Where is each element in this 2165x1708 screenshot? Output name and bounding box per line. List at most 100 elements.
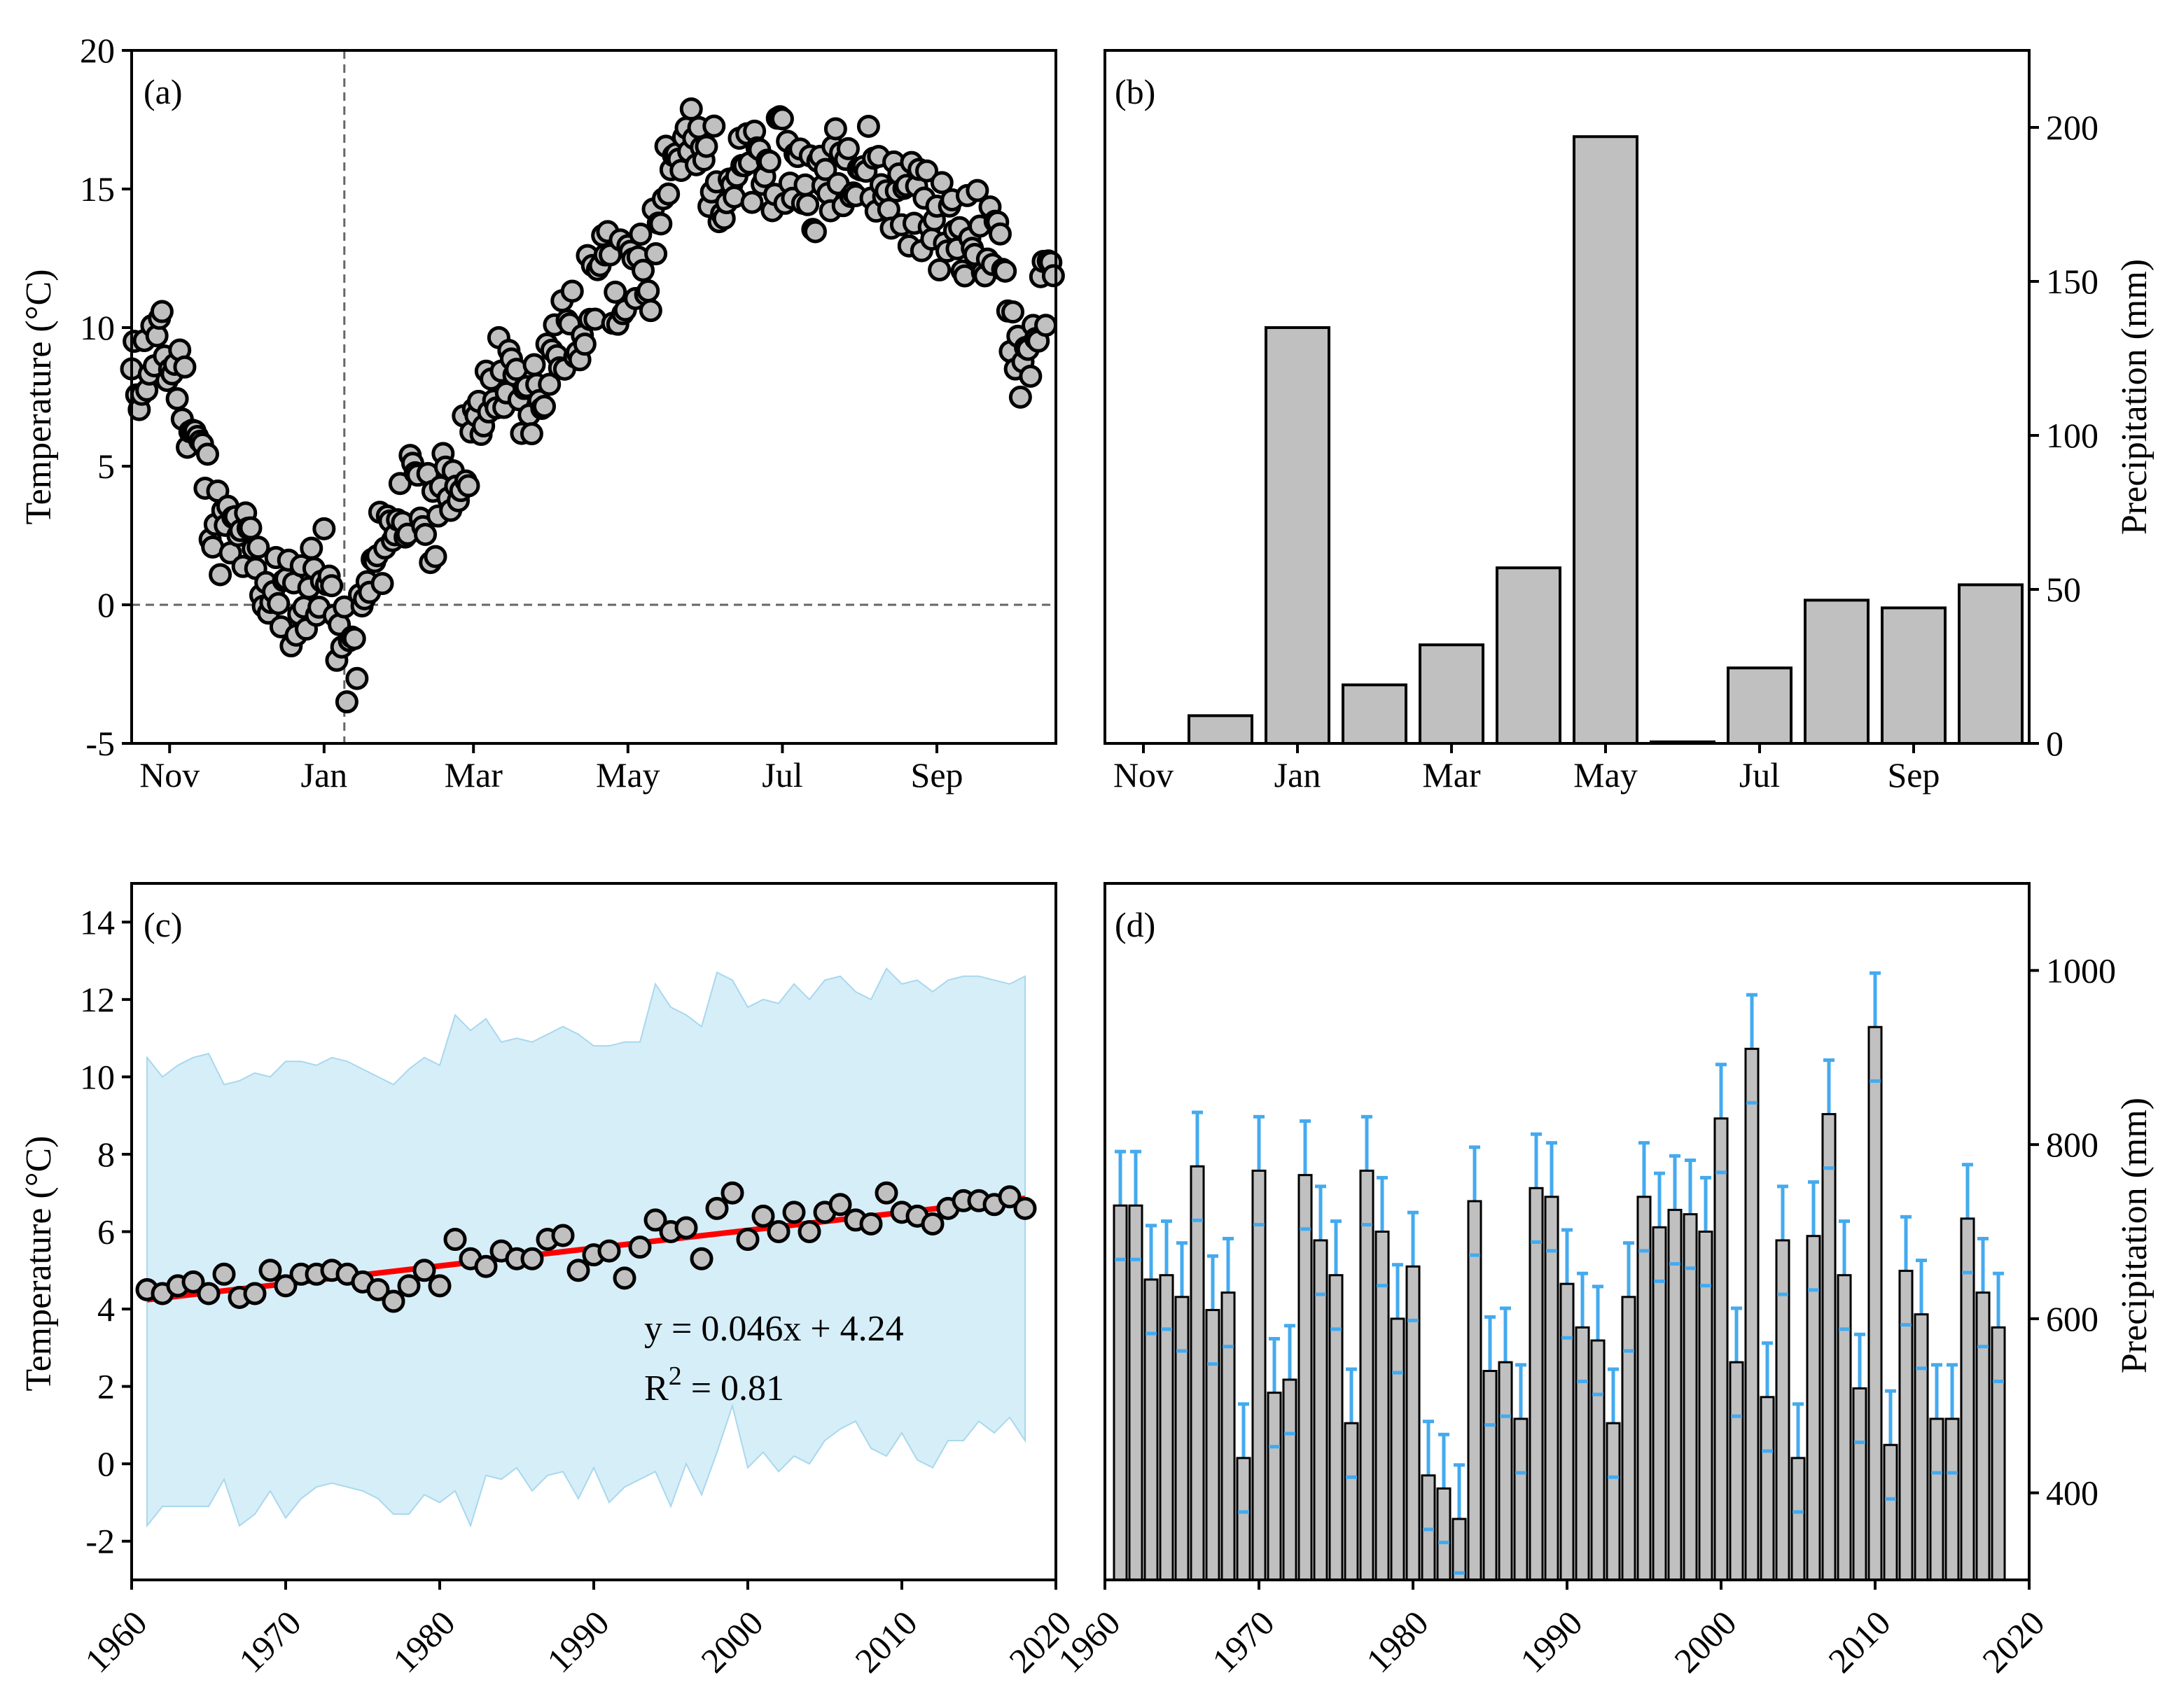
x-tick-label: May (1573, 755, 1638, 794)
x-tick-label: 2000 (693, 1603, 770, 1680)
temperature-point (239, 516, 263, 540)
annual-mean-point (443, 1228, 467, 1252)
panel-c-label: (c) (144, 905, 183, 944)
temperature-point (814, 158, 837, 181)
precip-bar (1975, 1292, 1991, 1581)
precip-bar (1606, 1422, 1621, 1581)
temperature-point (695, 134, 718, 158)
x-tick-label: 1980 (1358, 1603, 1435, 1680)
x-tick-label: Mar (445, 755, 503, 794)
temperature-point (165, 387, 189, 411)
precip-bar (1958, 583, 2024, 746)
precip-bar (1744, 1047, 1760, 1581)
precip-bar (1852, 1387, 1867, 1581)
precip-bar (1482, 1370, 1498, 1581)
panel-c-r2-value: = 0.81 (682, 1368, 784, 1408)
temperature-point (966, 178, 989, 202)
temperature-point (915, 159, 939, 183)
annual-mean-point (1013, 1196, 1037, 1220)
x-tick-label: Nov (1113, 755, 1174, 794)
precip-bar (1496, 566, 1561, 746)
precip-bar (1883, 1443, 1898, 1581)
temperature-point (649, 212, 673, 236)
annual-mean-point (243, 1282, 267, 1306)
temperature-point (803, 220, 827, 244)
x-tick-label: 1960 (77, 1603, 154, 1680)
temperature-point (928, 258, 952, 282)
annual-mean-point (828, 1193, 852, 1217)
precip-bar (1452, 1518, 1467, 1581)
temperature-point (1034, 314, 1058, 337)
panel-a-frame (130, 49, 1057, 745)
y-tick-label: 200 (2046, 108, 2098, 147)
panel-a-daily-temperature: -5 0 5 10 15 20 Nov Jan Mar May Jul Sep (a) Tempera… (19, 31, 1065, 794)
precip-bar (1205, 1308, 1220, 1581)
temperature-point (335, 690, 358, 714)
temperature-point (209, 563, 232, 587)
precip-bar (1265, 326, 1330, 745)
precip-bar (1898, 1269, 1914, 1581)
panel-b-ticks: 0 50 100 150 200 Nov Jan Mar May Jul Sep (1113, 108, 2098, 794)
annual-mean-point (921, 1212, 945, 1236)
temperature-point (1001, 300, 1025, 324)
temperature-point (457, 474, 480, 498)
precip-bar (1804, 598, 1870, 746)
annual-mean-point (736, 1228, 760, 1252)
temperature-point (1041, 264, 1065, 288)
precip-bar (1467, 1200, 1482, 1581)
precip-bar (1590, 1339, 1606, 1581)
annual-mean-point (998, 1185, 1022, 1209)
precip-bar (1760, 1396, 1775, 1581)
temperature-point (345, 666, 369, 690)
y-tick-label: 0 (97, 585, 115, 624)
x-tick-label: 2020 (1975, 1603, 2052, 1680)
panel-c-ylabel: Temperature (°C) (19, 1135, 59, 1391)
temperature-point (770, 107, 794, 131)
precip-bar (1991, 1326, 2006, 1581)
temperature-point (823, 117, 847, 141)
precip-bar (1544, 1196, 1559, 1581)
precip-bar (1881, 606, 1947, 746)
temperature-point (758, 150, 781, 174)
x-tick-label: Jan (1274, 755, 1321, 794)
y-tick-label: 0 (97, 1444, 115, 1483)
temperature-point (988, 222, 1012, 246)
temperature-point (520, 422, 543, 446)
x-tick-label: Mar (1422, 755, 1481, 794)
precip-bar (1436, 1487, 1452, 1581)
temperature-point (532, 395, 556, 419)
precip-bar (1929, 1418, 1944, 1581)
precip-bar (1359, 1169, 1374, 1581)
temperature-point (414, 522, 438, 546)
annual-mean-point (181, 1270, 205, 1294)
x-tick-label: Jul (1739, 755, 1780, 794)
precip-bar (1944, 1418, 1960, 1581)
precip-bar (1713, 1117, 1729, 1581)
y-tick-label: 5 (97, 447, 115, 486)
temperature-point (300, 536, 323, 560)
temperature-point (522, 353, 546, 377)
precip-bar (1282, 1378, 1297, 1581)
x-tick-label: 1970 (1204, 1603, 1281, 1680)
panel-a-ylabel: Temperature (°C) (19, 269, 59, 524)
temperature-point (930, 171, 954, 195)
panel-c-data-points (135, 1181, 1037, 1313)
temperature-point (320, 574, 344, 598)
precip-bar (1837, 1274, 1852, 1581)
panel-c-r2-prefix: R (644, 1368, 669, 1408)
y-tick-label: 0 (2046, 724, 2063, 763)
x-tick-label: Jan (301, 755, 348, 794)
precip-bar (1821, 1113, 1837, 1581)
y-tick-label: 14 (80, 902, 115, 941)
y-tick-label: 150 (2046, 262, 2098, 301)
temperature-point (173, 355, 197, 379)
annual-mean-point (274, 1274, 298, 1298)
temperature-point (740, 190, 764, 214)
precip-bar (1405, 1265, 1421, 1581)
x-tick-label: Nov (139, 755, 200, 794)
temperature-point (657, 182, 681, 206)
temperature-point (836, 136, 860, 160)
y-tick-label: 50 (2046, 570, 2081, 609)
annual-mean-point (705, 1196, 729, 1220)
